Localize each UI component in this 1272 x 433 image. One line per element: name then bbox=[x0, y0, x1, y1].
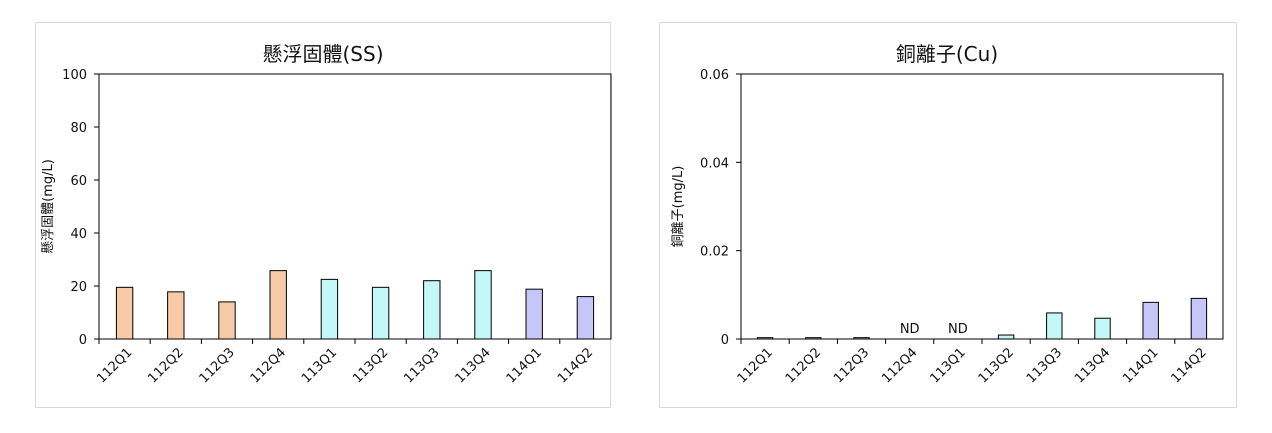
chart-title: 銅離子(Cu) bbox=[896, 42, 998, 66]
bar-112Q3 bbox=[218, 301, 236, 340]
y-tick-label: 40 bbox=[70, 227, 87, 242]
bar-113Q3 bbox=[1046, 312, 1063, 340]
x-tick-label: 114Q1 bbox=[504, 345, 545, 386]
y-tick-label: 0.04 bbox=[700, 156, 729, 171]
bar-112Q1 bbox=[115, 286, 134, 340]
bar-114Q1 bbox=[525, 288, 543, 340]
x-tick-label: 113Q3 bbox=[1024, 345, 1065, 386]
x-tick-label: 112Q1 bbox=[735, 345, 776, 386]
x-tick-label: 113Q2 bbox=[350, 345, 391, 386]
y-tick-label: 80 bbox=[70, 121, 87, 136]
data-label-112Q4: ND bbox=[900, 322, 920, 337]
x-tick-label: 113Q4 bbox=[1072, 345, 1113, 386]
bar-114Q1 bbox=[1142, 301, 1159, 340]
bar-113Q4 bbox=[474, 270, 492, 340]
chart-ss: 懸浮固體(SS)懸浮固體(mg/L)112Q1 112Q2 112Q3 112Q4 11… bbox=[41, 42, 612, 386]
x-tick-label: 112Q4 bbox=[879, 345, 920, 386]
x-tick-label: 112Q1 bbox=[94, 345, 135, 386]
bar-113Q2 bbox=[997, 334, 1015, 340]
y-tick-label: 60 bbox=[70, 174, 87, 189]
bar-113Q2 bbox=[371, 286, 390, 340]
x-tick-label: 112Q2 bbox=[783, 345, 824, 386]
y-axis-label: 懸浮固體(mg/L) bbox=[41, 159, 56, 254]
x-tick-label: 112Q4 bbox=[248, 345, 289, 386]
chart-cu: 銅離子(Cu) 銅離子(mg/L) 112Q1 112Q2 112Q3 ND 112Q4 ND… bbox=[671, 42, 1224, 386]
bar-112Q2 bbox=[167, 291, 185, 340]
y-tick-label: 20 bbox=[70, 280, 87, 295]
x-tick-label: 113Q2 bbox=[976, 345, 1017, 386]
bar-113Q1 bbox=[320, 278, 339, 340]
x-tick-label: 113Q4 bbox=[453, 345, 494, 386]
x-tick-label: 113Q1 bbox=[927, 345, 968, 386]
y-tick-label: 0.06 bbox=[700, 68, 729, 83]
y-tick-label: 0 bbox=[79, 333, 87, 348]
chart-panel-ss: 懸浮固體(SS) 懸浮固體(mg/L) 112Q1 112Q2 112Q3 112Q4 11… bbox=[35, 22, 612, 408]
x-tick-label: 114Q1 bbox=[1120, 345, 1161, 386]
plot-area-frame bbox=[98, 73, 612, 340]
y-tick-label: 0.02 bbox=[700, 245, 729, 260]
plot-area-frame bbox=[740, 73, 1224, 340]
x-tick-label: 113Q1 bbox=[299, 345, 340, 386]
bar-112Q4 bbox=[269, 270, 287, 340]
x-tick-label: 113Q3 bbox=[401, 345, 442, 386]
x-tick-label: 112Q3 bbox=[831, 345, 872, 386]
bar-114Q2 bbox=[1190, 297, 1208, 340]
x-tick-label: 112Q2 bbox=[145, 345, 186, 386]
x-tick-label: 114Q2 bbox=[1168, 345, 1209, 386]
y-tick-label: 0 bbox=[721, 333, 729, 348]
data-label-113Q1: ND bbox=[948, 322, 968, 337]
chart-panel-cu: 銅離子(Cu) 銅離子(mg/L) 112Q1 112Q2 112Q3 ND 112Q4 ND… bbox=[659, 22, 1237, 408]
y-axis-label: 銅離子(mg/L) bbox=[671, 166, 686, 248]
x-tick-label: 114Q2 bbox=[555, 345, 596, 386]
bar-113Q4 bbox=[1094, 317, 1111, 340]
bar-113Q3 bbox=[423, 280, 441, 340]
bar-114Q2 bbox=[576, 296, 595, 340]
chart-title: 懸浮固體(SS) bbox=[263, 42, 384, 66]
y-tick-label: 100 bbox=[62, 68, 87, 83]
x-tick-label: 112Q3 bbox=[197, 345, 238, 386]
